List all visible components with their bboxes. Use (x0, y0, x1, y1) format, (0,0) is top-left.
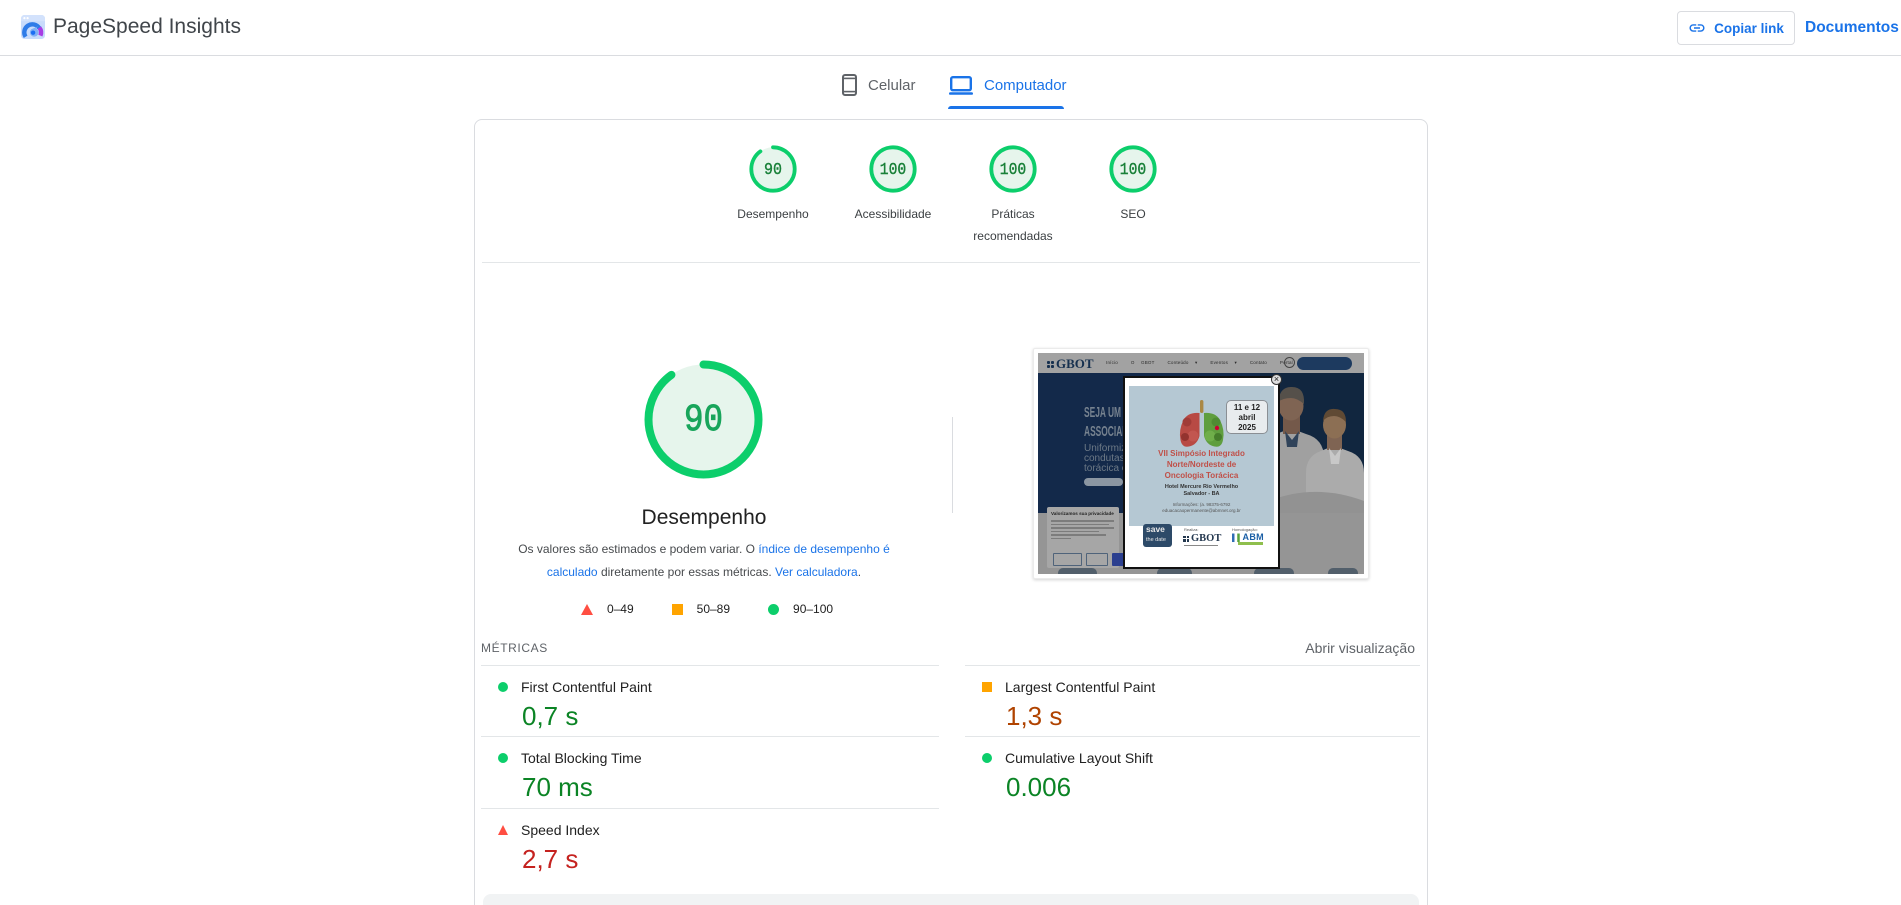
svg-text:100: 100 (1120, 160, 1147, 179)
svg-text:90: 90 (684, 399, 723, 442)
svg-text:100: 100 (1000, 160, 1027, 179)
svg-text:100: 100 (880, 160, 907, 179)
svg-text:90: 90 (764, 160, 782, 179)
